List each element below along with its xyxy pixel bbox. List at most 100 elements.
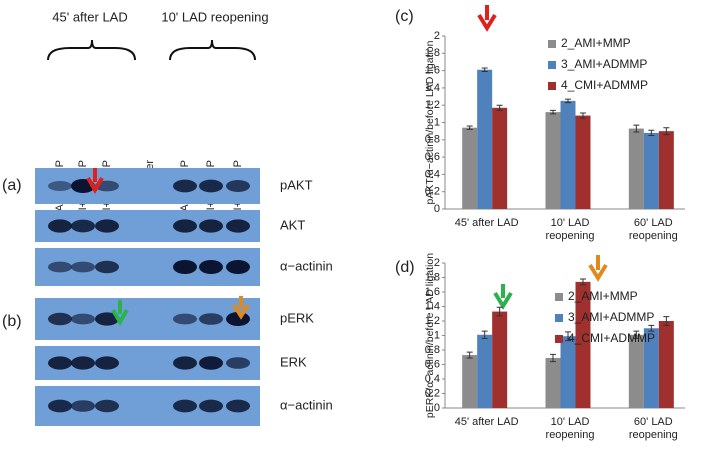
arrow — [86, 168, 104, 194]
x-tick-label-box: 45' after LAD — [455, 416, 519, 428]
y-tick-label: 0 — [434, 203, 440, 215]
legend-swatch — [555, 314, 563, 322]
x-tick-label-box: 45' after LAD — [454, 217, 519, 229]
row-label: α−actinin — [280, 258, 333, 273]
legend-swatch — [555, 335, 563, 343]
brace — [47, 39, 136, 61]
arrow — [588, 255, 608, 282]
y-tick-label: 1.2 — [425, 99, 440, 111]
x-tick-label-box: 60' LAD reopening — [628, 416, 678, 441]
error-bar — [550, 353, 556, 363]
bar — [492, 311, 508, 408]
blot-band — [71, 313, 95, 325]
y-tick-label: 0 — [434, 402, 440, 414]
bar — [477, 334, 493, 408]
legend-swatch — [555, 293, 563, 301]
group-label: 10' LAD reopening — [161, 9, 268, 24]
error-bar — [565, 98, 571, 104]
blot-band — [48, 356, 72, 370]
y-tick-label: 1.8 — [425, 271, 440, 283]
bar — [658, 131, 674, 209]
panel-label: (c) — [395, 8, 414, 25]
error-bar — [496, 104, 503, 111]
blot-band — [48, 219, 72, 233]
group-label: 45' after LAD — [52, 9, 127, 24]
legend-label: 4_CMI+ADMMP — [561, 78, 648, 92]
row-label: pAKT — [280, 177, 313, 192]
blot-band — [173, 179, 197, 193]
legend-label: 4_CMI+ADMMP — [568, 331, 655, 345]
x-tick-label: 10' LAD reopening — [545, 416, 595, 441]
bar — [643, 328, 659, 408]
bar — [575, 115, 591, 209]
blot-band — [71, 261, 95, 273]
error-bar — [633, 330, 640, 339]
x-tick-label-box: 10' LAD reopening — [545, 217, 595, 242]
blot-band — [71, 219, 95, 233]
blot-band — [173, 356, 197, 370]
error-bar — [466, 351, 473, 359]
blot-band — [71, 400, 95, 412]
blot-band — [48, 261, 72, 273]
y-tick-label: 1.4 — [425, 82, 440, 94]
legend-label: 2_AMI+MMP — [561, 36, 631, 50]
legend-swatch — [548, 61, 556, 69]
legend-label: 2_AMI+MMP — [568, 289, 638, 303]
arrow — [111, 300, 129, 326]
blot-band — [226, 180, 250, 192]
blot-band — [199, 260, 223, 274]
error-bar — [496, 306, 503, 317]
y-tick-label: 1 — [434, 116, 440, 128]
error-bar — [565, 331, 571, 342]
error-bar — [550, 109, 556, 115]
blot-band — [199, 179, 223, 193]
row-label: α−actinin — [280, 397, 333, 412]
error-bar — [648, 324, 655, 332]
y-tick-label: 1 — [434, 329, 440, 341]
error-bar — [481, 330, 488, 339]
bar — [462, 355, 478, 408]
row-label: AKT — [280, 217, 305, 232]
blot-band — [199, 313, 223, 325]
legend-swatch — [548, 82, 556, 90]
x-tick-label: 10' LAD reopening — [545, 217, 595, 242]
legend-label: 3_AMI+ADMMP — [568, 310, 654, 324]
blot-band — [226, 219, 250, 233]
bar — [477, 69, 493, 209]
blot-band — [71, 356, 95, 370]
blot-band — [226, 312, 250, 326]
blot-band — [95, 260, 119, 274]
y-tick-label: 1.4 — [425, 300, 440, 312]
y-tick-label: 2 — [434, 30, 440, 42]
error-bar — [481, 67, 488, 72]
blot-band — [173, 260, 197, 274]
panel-label: (a) — [2, 177, 22, 194]
error-bar — [663, 316, 670, 326]
x-tick-label: 60' LAD reopening — [628, 416, 678, 441]
error-bar — [633, 124, 640, 133]
y-tick-label: 0.4 — [425, 373, 440, 385]
blot-band — [173, 313, 197, 325]
row-label: ERK — [280, 354, 307, 369]
blot-band — [226, 357, 250, 369]
blot-band — [199, 399, 223, 413]
bar — [628, 334, 644, 408]
blot-band — [95, 219, 119, 233]
blot-band — [173, 219, 197, 233]
blot-band — [199, 219, 223, 233]
y-tick-label: 0.8 — [425, 134, 440, 146]
bar — [628, 128, 644, 209]
blot-band — [226, 260, 250, 274]
y-tick-label: 0.2 — [425, 387, 440, 399]
error-bar — [648, 129, 655, 136]
y-tick-label: 1.6 — [425, 286, 440, 298]
arrow — [232, 296, 250, 320]
x-tick-label: 45' after LAD — [454, 217, 519, 229]
bar — [492, 107, 508, 209]
blot-band — [95, 399, 119, 413]
y-tick-label: 1.2 — [425, 315, 440, 327]
y-tick-label: 1.8 — [425, 47, 440, 59]
x-tick-label-box: 60' LAD reopening — [629, 217, 678, 242]
bar — [575, 281, 591, 408]
